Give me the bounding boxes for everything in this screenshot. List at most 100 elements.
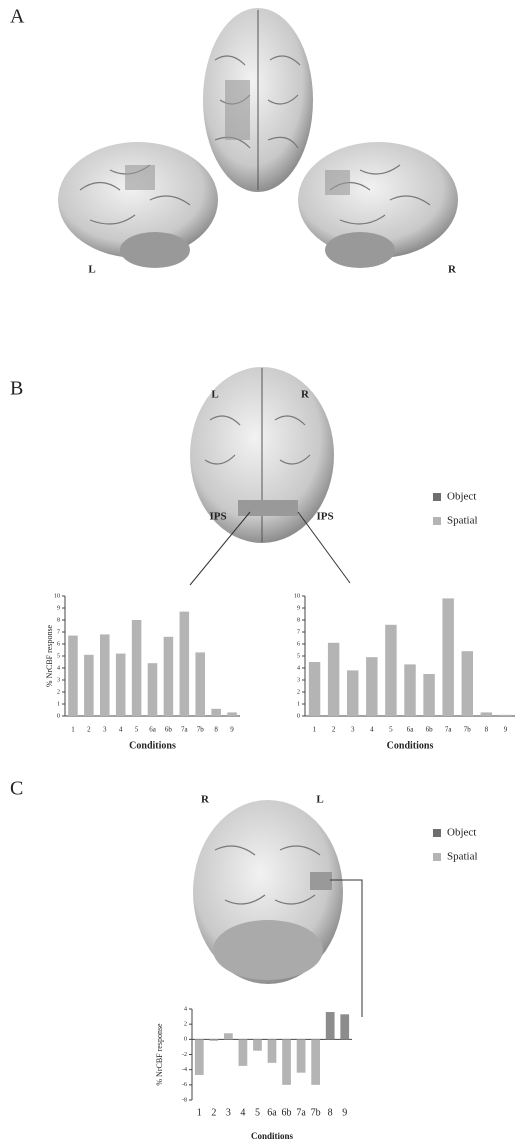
legend-swatch xyxy=(433,517,441,525)
x-tick-label: 2 xyxy=(87,726,91,734)
x-tick-label: 8 xyxy=(328,1107,333,1118)
bar xyxy=(385,625,396,716)
y-tick-label: -2 xyxy=(182,1052,187,1058)
x-tick-label: 2 xyxy=(211,1107,216,1118)
x-tick-label: 9 xyxy=(230,726,234,734)
brain-label: L xyxy=(316,794,323,806)
bar xyxy=(404,664,415,716)
x-tick-label: 6b xyxy=(165,726,173,734)
x-axis-label: Conditions xyxy=(251,1131,294,1141)
brain-label: IPS xyxy=(209,511,226,523)
y-tick-label: -8 xyxy=(182,1097,187,1103)
x-axis-label: Conditions xyxy=(129,740,176,751)
legend-label: Spatial xyxy=(447,851,478,863)
x-tick-label: 6b xyxy=(426,726,434,734)
brain-left xyxy=(58,142,218,268)
x-tick-label: 7b xyxy=(311,1107,321,1118)
bar xyxy=(68,636,78,716)
bar xyxy=(227,712,237,716)
y-tick-label: 7 xyxy=(57,629,60,635)
x-tick-label: 4 xyxy=(370,726,374,734)
x-tick-label: 6a xyxy=(149,726,157,734)
bar xyxy=(328,643,339,716)
bar xyxy=(366,657,377,716)
y-tick-label: 3 xyxy=(297,677,300,683)
brain-label: IPS xyxy=(316,511,333,523)
y-tick-label: 8 xyxy=(57,617,60,623)
x-tick-label: 5 xyxy=(389,726,393,734)
x-tick-label: 9 xyxy=(504,726,508,734)
y-tick-label: 9 xyxy=(297,605,300,611)
bar xyxy=(340,1014,349,1039)
brain-label: R xyxy=(201,794,210,806)
y-tick-label: 4 xyxy=(57,665,60,671)
x-tick-label: 9 xyxy=(342,1107,347,1118)
bar xyxy=(195,1039,204,1075)
y-tick-label: 0 xyxy=(57,713,60,719)
y-tick-label: 0 xyxy=(184,1037,187,1043)
bar xyxy=(148,663,158,716)
figure: ALRBLRIPSIPSObjectSpatialCRLObjectSpatia… xyxy=(0,0,519,1144)
bar xyxy=(309,662,320,716)
y-tick-label: 2 xyxy=(184,1022,187,1028)
x-tick-label: 7a xyxy=(445,726,453,734)
bar xyxy=(423,674,434,716)
bar xyxy=(282,1039,291,1085)
x-tick-label: 7a xyxy=(181,726,189,734)
brain-right xyxy=(298,142,458,268)
brain-top xyxy=(203,8,313,192)
x-tick-label: 6a xyxy=(407,726,415,734)
bar xyxy=(297,1039,306,1072)
legend-swatch xyxy=(433,853,441,861)
bar xyxy=(224,1033,233,1039)
x-tick-label: 3 xyxy=(351,726,355,734)
brain-label: L xyxy=(88,264,95,276)
x-tick-label: 4 xyxy=(240,1107,245,1118)
x-tick-label: 1 xyxy=(313,726,317,734)
y-tick-label: -4 xyxy=(182,1067,187,1073)
legend-label: Object xyxy=(447,827,476,839)
x-tick-label: 6a xyxy=(267,1107,277,1118)
bar xyxy=(239,1039,248,1066)
bar xyxy=(84,655,94,716)
bar xyxy=(347,670,358,716)
bar xyxy=(195,652,205,716)
y-tick-label: 10 xyxy=(294,593,300,599)
x-tick-label: 1 xyxy=(71,726,75,734)
x-tick-label: 7a xyxy=(296,1107,306,1118)
bar xyxy=(268,1039,277,1063)
y-tick-label: 2 xyxy=(297,689,300,695)
bar xyxy=(180,612,190,716)
y-tick-label: 10 xyxy=(54,593,60,599)
y-tick-label: 5 xyxy=(297,653,300,659)
y-tick-label: 1 xyxy=(297,701,300,707)
x-tick-label: 2 xyxy=(332,726,336,734)
bar xyxy=(326,1012,335,1039)
x-tick-label: 8 xyxy=(214,726,218,734)
brain-label: L xyxy=(211,389,218,401)
bar xyxy=(132,620,142,716)
x-tick-label: 5 xyxy=(135,726,139,734)
y-tick-label: 7 xyxy=(297,629,300,635)
bar xyxy=(100,634,110,716)
bar xyxy=(211,709,221,716)
y-axis-label: % NrCBF response xyxy=(155,1023,164,1086)
bar xyxy=(462,651,473,716)
x-tick-label: 3 xyxy=(226,1107,231,1118)
bar xyxy=(164,637,174,716)
y-tick-label: 0 xyxy=(297,713,300,719)
bar xyxy=(442,598,453,716)
y-axis-label: % NrCBF response xyxy=(45,624,54,687)
page: ALRBLRIPSIPSObjectSpatialCRLObjectSpatia… xyxy=(0,0,519,1144)
y-tick-label: 2 xyxy=(57,689,60,695)
panel-label: C xyxy=(10,778,23,800)
y-tick-label: -6 xyxy=(182,1082,187,1088)
x-tick-label: 8 xyxy=(485,726,489,734)
y-tick-label: 6 xyxy=(297,641,300,647)
y-tick-label: 1 xyxy=(57,701,60,707)
x-tick-label: 4 xyxy=(119,726,123,734)
legend-swatch xyxy=(433,829,441,837)
bar xyxy=(116,654,126,716)
x-tick-label: 3 xyxy=(103,726,107,734)
y-tick-label: 8 xyxy=(297,617,300,623)
